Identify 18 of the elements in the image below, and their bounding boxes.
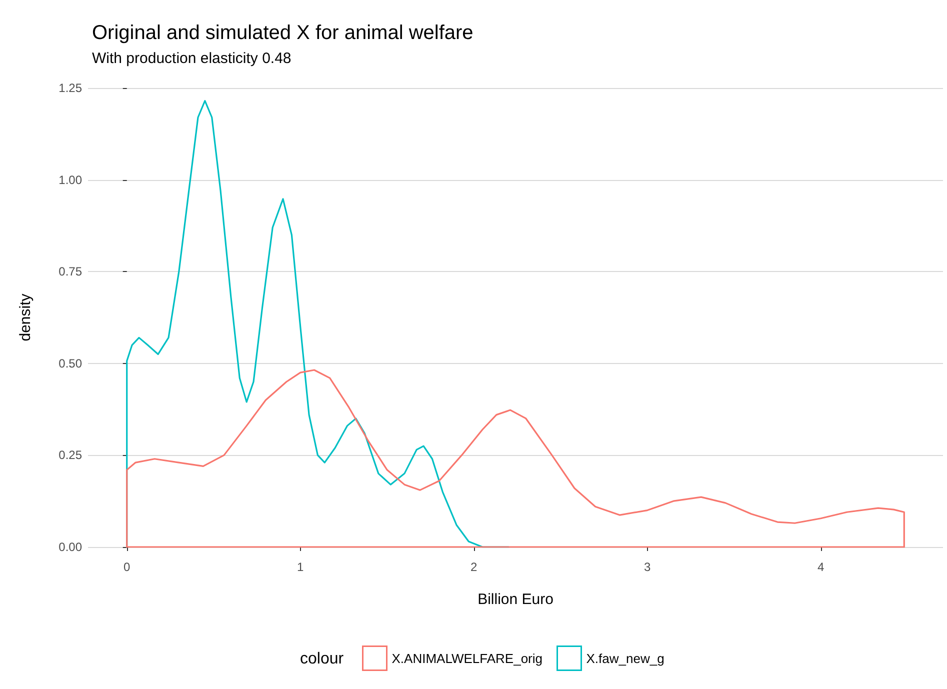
y-axis-title: density	[17, 293, 34, 342]
x-tick-label: 2	[470, 560, 478, 574]
legend-label: X.ANIMALWELFARE_orig	[392, 650, 543, 666]
y-tick-label: 0.25	[58, 448, 82, 462]
legend-title: colour	[300, 650, 344, 668]
chart-subtitle: With production elasticity 0.48	[92, 50, 292, 67]
x-axis-title: Billion Euro	[478, 591, 554, 608]
y-tick-label: 1.25	[58, 81, 82, 95]
x-tick-label: 0	[124, 560, 131, 574]
x-tick-label: 4	[818, 560, 825, 574]
y-tick-label: 1.00	[58, 172, 82, 187]
x-tick-label: 3	[644, 560, 652, 574]
y-tick-label: 0.75	[58, 264, 82, 279]
legend-label: X.faw_new_g	[586, 650, 664, 666]
y-tick-label: 0.50	[58, 356, 82, 370]
x-tick-label: 1	[297, 560, 304, 574]
y-tick-label: 0.00	[58, 540, 82, 554]
chart-title: Original and simulated X for animal welfare	[92, 22, 474, 44]
